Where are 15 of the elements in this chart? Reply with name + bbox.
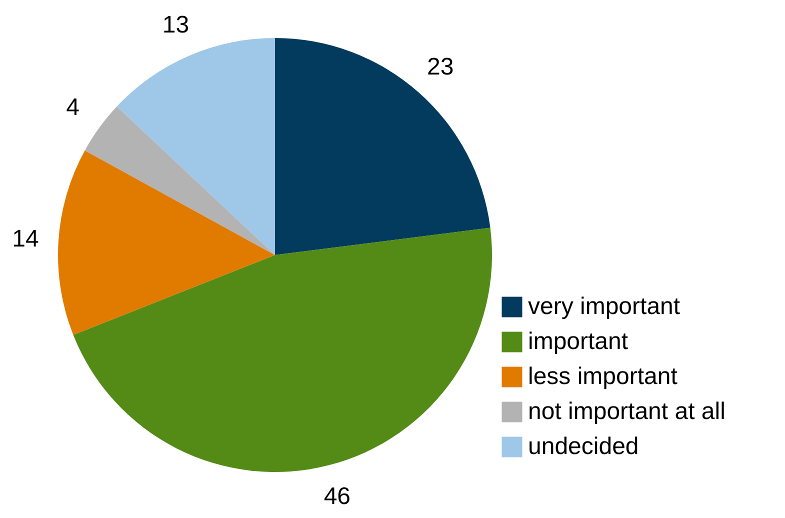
legend-label: important (528, 328, 628, 355)
pie-slice (84, 106, 275, 255)
data-label: 4 (66, 94, 80, 122)
legend-label: less important (528, 363, 678, 390)
pie-slice (58, 150, 275, 335)
pie-slice (275, 38, 490, 255)
legend-label: very important (528, 293, 680, 320)
pie-slice (73, 228, 492, 472)
data-label: 23 (426, 53, 454, 80)
pie-slice (116, 38, 275, 255)
legend-label: undecided (528, 433, 639, 460)
legend-label: not important at all (528, 398, 726, 425)
data-label: 46 (324, 483, 351, 510)
data-label: 13 (162, 12, 190, 39)
data-label: 14 (12, 225, 39, 252)
